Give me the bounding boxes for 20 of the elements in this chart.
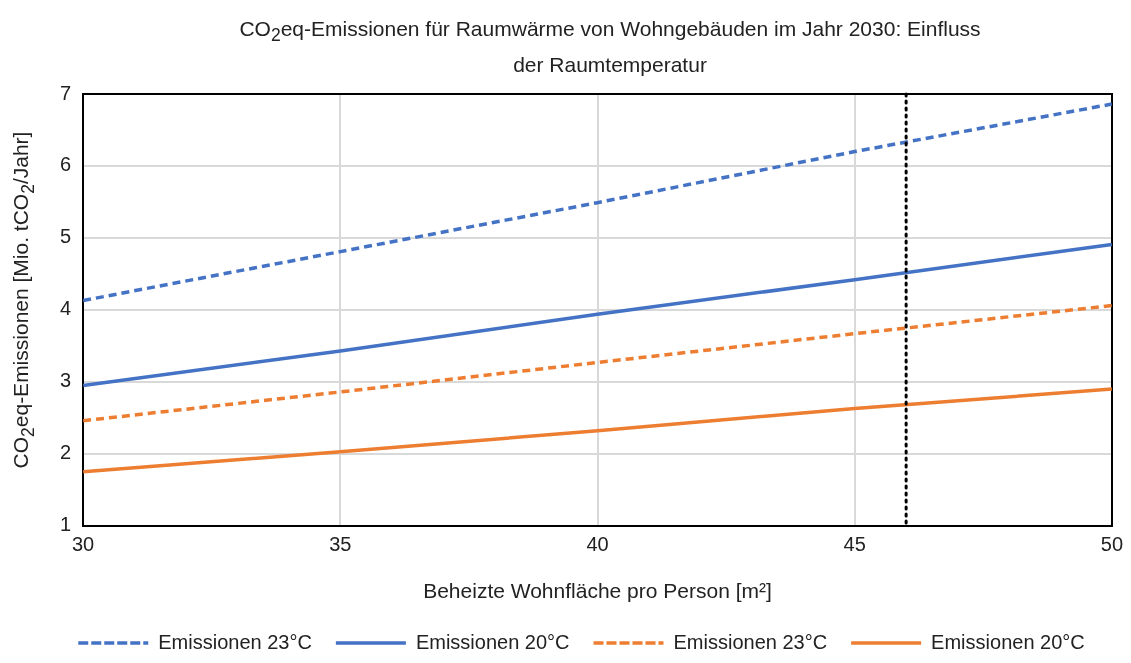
y-tick-label: 2	[60, 441, 72, 464]
x-tick-label: 50	[1100, 533, 1123, 556]
y-tick-label: 6	[60, 153, 72, 176]
y-tick-label: 3	[60, 369, 72, 392]
legend-label: Emissionen 23°C	[673, 630, 828, 653]
x-tick-label: 40	[586, 533, 609, 556]
legend-label: Emissionen 23°C	[158, 630, 312, 653]
x-tick-label: 45	[843, 533, 866, 556]
chart-title: CO$_{2}$eq-Emissionen für Raumwärme von Wohngebäuden im Jahr 2030: Einfluss der Raumtemperatur	[238, 16, 982, 79]
y-tick-label: 1	[60, 513, 72, 536]
line-series	[83, 303, 1112, 423]
line-series	[83, 102, 1112, 303]
y-tick-label: 4	[60, 297, 72, 320]
x-axis-title: Beheizte Wohnfläche pro Person [m²]	[423, 579, 772, 603]
x-tick-label: 35	[329, 533, 352, 556]
legend-label: Emissionen 20°C	[415, 630, 570, 653]
x-tick-label: 30	[72, 533, 95, 556]
y-tick-label: 5	[60, 225, 72, 248]
legend-label: Emissionen 20°C	[931, 630, 1085, 653]
y-tick-label: 7	[60, 81, 72, 104]
